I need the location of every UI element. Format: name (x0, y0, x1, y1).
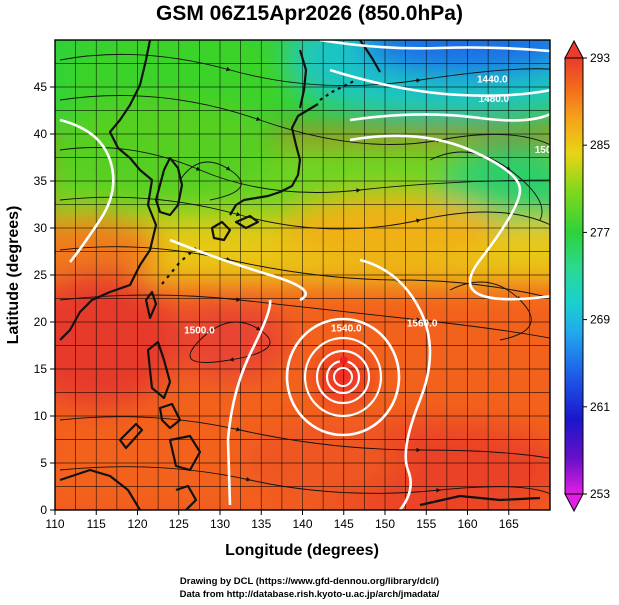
credit-drawing: Drawing by DCL (https://www.gfd-dennou.o… (179, 576, 440, 587)
x-axis-title: Longitude (degrees) (225, 542, 379, 559)
coastline-kurils (319, 79, 357, 101)
colorbar-tick-label: 277 (590, 225, 610, 239)
colorbar-tick-label: 293 (590, 51, 610, 65)
typhoon-ring-2 (315, 349, 371, 405)
x-tick-label: 160 (457, 517, 477, 531)
contour-north-1 (319, 40, 550, 53)
contour-label: 1560.0 (407, 319, 438, 330)
coastline-luzon (146, 340, 172, 400)
coastline-borneo (59, 468, 141, 510)
x-tick-label: 110 (45, 517, 64, 531)
contour-1500-east (349, 134, 550, 301)
contour-label: 1540.0 (331, 323, 362, 334)
contour-label: 1480.0 (479, 94, 510, 105)
x-tick-label: 135 (251, 517, 271, 531)
y-tick-label: 35 (34, 174, 48, 188)
height-contours (59, 40, 550, 510)
colorbar-tick-label: 253 (590, 487, 610, 501)
y-tick-label: 0 (40, 503, 47, 517)
contour-label: 1500.0 (184, 325, 215, 336)
y-axis-ticks: 0 5 10 15 20 25 30 35 40 45 (34, 80, 55, 517)
colorbar: 293 285 277 269 261 253 (564, 39, 610, 513)
coastline-new-guinea (419, 494, 541, 507)
x-tick-label: 125 (169, 517, 189, 531)
x-tick-label: 130 (210, 517, 230, 531)
x-tick-label: 165 (499, 517, 519, 531)
x-axis-ticks: 110 115 120 125 130 135 140 145 150 155 160 165 (45, 510, 519, 531)
y-tick-label: 25 (34, 268, 48, 282)
colorbar-top-arrow (564, 39, 584, 59)
contour-west-trough (226, 299, 272, 506)
typhoon-ring-outer (285, 317, 401, 437)
x-tick-label: 150 (375, 517, 395, 531)
coastline-asia-mainland (59, 40, 158, 341)
x-tick-label: 145 (334, 517, 354, 531)
typhoon-ring-inner (333, 367, 353, 387)
typhoon-ring-3 (303, 336, 383, 418)
colorbar-tick-label: 285 (590, 138, 610, 152)
contour-label: 1500.0 (535, 145, 566, 156)
contour-west-low (59, 118, 115, 263)
y-tick-label: 10 (34, 409, 48, 423)
contour-labels: 1440.0 1480.0 1500.0 1500.0 1560.0 1540.0 (184, 74, 566, 336)
credit-data-source: Data from http://database.rish.kyoto-u.a… (179, 589, 440, 600)
colorbar-bottom-arrow (564, 493, 584, 513)
y-tick-label: 40 (34, 127, 48, 141)
coastline-mindanao (168, 434, 202, 472)
colorbar-tick-label: 269 (590, 313, 610, 327)
contour-1560 (359, 258, 432, 510)
y-axis-title: Latitude (degrees) (5, 206, 22, 345)
wind-streamlines (59, 53, 550, 495)
colorbar-tick-label: 261 (590, 400, 610, 414)
contour-north-3 (349, 112, 550, 122)
x-tick-label: 120 (127, 517, 147, 531)
contour-label: 1440.0 (477, 74, 508, 85)
colorbar-body (564, 57, 584, 495)
y-tick-label: 20 (34, 315, 48, 329)
y-tick-label: 15 (34, 362, 48, 376)
x-tick-label: 155 (416, 517, 436, 531)
y-tick-label: 30 (34, 221, 48, 235)
coastline-kyushu (210, 220, 232, 242)
page-title: GSM 06Z15Apr2026 (850.0hPa) (156, 2, 463, 25)
y-tick-label: 5 (40, 456, 47, 470)
coastline-palawan (118, 422, 144, 450)
coastline-korea (154, 156, 184, 217)
contour-mid-west (169, 238, 307, 302)
x-tick-label: 115 (87, 517, 106, 531)
y-tick-label: 45 (34, 80, 48, 94)
lat-lon-grid (55, 40, 550, 510)
contour-north-2 (329, 68, 550, 97)
x-tick-label: 140 (292, 517, 312, 531)
coastline-sulawesi (175, 484, 198, 510)
typhoon-center (339, 356, 348, 365)
